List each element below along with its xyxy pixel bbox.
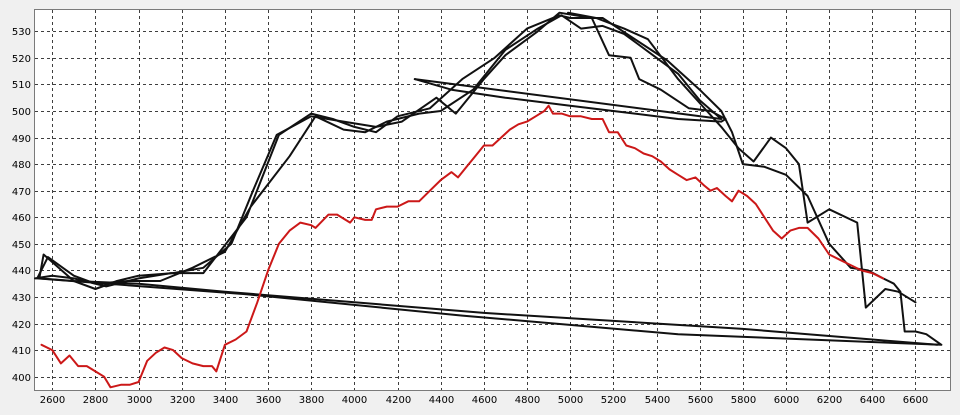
y-axis-ticks: 400 410 420 430 440 450 460 470 480 490 500 510 520 5… (12, 27, 31, 384)
x-tick-label: 5600 (688, 395, 713, 406)
x-tick-label: 6000 (774, 395, 799, 406)
y-tick-label: 400 (12, 373, 31, 384)
x-tick-label: 3600 (256, 395, 281, 406)
x-axis-ticks: 2600 2800 3000 3200 3400 3600 3800 4000 4200 4400… (40, 395, 928, 406)
series-line-black-1 (34, 14, 943, 346)
y-tick-label: 480 (12, 160, 31, 171)
x-tick-label: 6200 (817, 395, 842, 406)
y-tick-label: 450 (12, 240, 31, 251)
x-tick-label: 3400 (213, 395, 238, 406)
grid-lines (35, 10, 950, 390)
x-tick-label: 4400 (429, 395, 454, 406)
x-tick-label: 4200 (386, 395, 411, 406)
series-line-red (40, 104, 885, 389)
y-tick-label: 420 (12, 320, 31, 331)
series-line-black-2 (38, 11, 939, 346)
x-tick-label: 5200 (601, 395, 626, 406)
y-tick-label: 410 (12, 346, 31, 357)
x-tick-label: 6600 (903, 395, 928, 406)
x-tick-label: 5400 (645, 395, 670, 406)
x-tick-label: 5000 (558, 395, 583, 406)
y-tick-label: 500 (12, 107, 31, 118)
y-tick-label: 530 (12, 27, 31, 38)
series-line-black-3 (567, 11, 917, 309)
y-tick-label: 490 (12, 134, 31, 145)
x-tick-label: 2600 (40, 395, 65, 406)
plot-area (34, 9, 951, 391)
x-tick-label: 4800 (515, 395, 540, 406)
y-tick-label: 430 (12, 293, 31, 304)
series-group (34, 11, 943, 389)
x-tick-label: 3800 (299, 395, 324, 406)
x-tick-label: 4000 (342, 395, 367, 406)
y-tick-label: 470 (12, 187, 31, 198)
x-tick-label: 3000 (127, 395, 152, 406)
x-tick-label: 5800 (731, 395, 756, 406)
y-tick-label: 460 (12, 213, 31, 224)
x-tick-label: 4600 (472, 395, 497, 406)
y-tick-label: 510 (12, 80, 31, 91)
x-tick-label: 3200 (170, 395, 195, 406)
y-tick-label: 520 (12, 54, 31, 65)
x-tick-label: 6400 (860, 395, 885, 406)
y-tick-label: 440 (12, 266, 31, 277)
x-tick-label: 2800 (83, 395, 108, 406)
